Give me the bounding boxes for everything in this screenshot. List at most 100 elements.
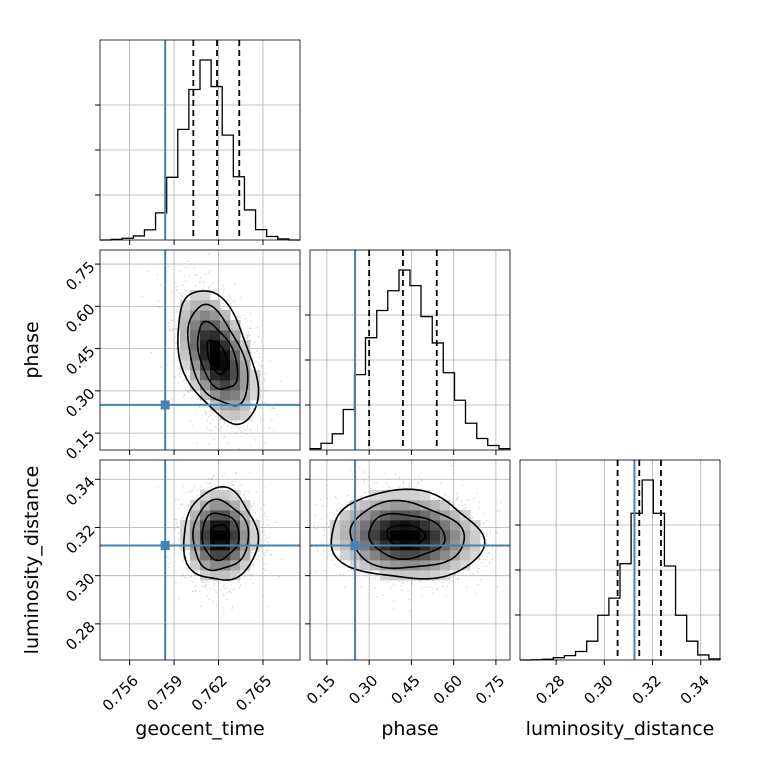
density-cell xyxy=(230,530,241,541)
density-cell xyxy=(330,530,341,541)
density-cell xyxy=(210,320,221,331)
density-cell xyxy=(230,510,241,521)
density-cell xyxy=(360,510,371,521)
density-cell xyxy=(230,410,241,421)
y-tick-label: 0.28 xyxy=(62,618,98,654)
density-cell xyxy=(420,520,431,531)
density-cell xyxy=(200,340,211,351)
density-cell xyxy=(410,490,421,501)
density-cell xyxy=(430,530,441,541)
density-cell xyxy=(340,510,351,521)
density-cell xyxy=(230,380,241,391)
density-cell xyxy=(220,370,231,381)
density-cell xyxy=(200,310,211,321)
density-cell xyxy=(180,330,191,341)
density-cell xyxy=(230,500,241,511)
density-cell xyxy=(420,500,431,511)
y-tick-label: 0.30 xyxy=(62,385,98,421)
density-cell xyxy=(230,390,241,401)
density-cell xyxy=(200,360,211,371)
density-cell xyxy=(460,550,471,561)
density-cell xyxy=(390,500,401,511)
panel-frame xyxy=(309,459,511,661)
density-cell xyxy=(440,570,451,581)
density-cell xyxy=(220,360,231,371)
density-cell xyxy=(210,530,221,541)
density-cell xyxy=(180,310,191,321)
density-cell xyxy=(410,500,421,511)
density-cell xyxy=(340,550,351,561)
density-cell xyxy=(250,380,261,391)
density-cell xyxy=(200,560,211,571)
density-cell xyxy=(210,380,221,391)
panel-content xyxy=(310,460,510,660)
contour-line xyxy=(330,488,486,580)
panel-frame xyxy=(99,39,301,241)
density-cell xyxy=(240,520,251,531)
density-cell xyxy=(440,550,451,561)
x-axis-label-geocent_time: geocent_time xyxy=(135,718,264,740)
y-tick-label: 0.34 xyxy=(62,473,98,509)
density-cell xyxy=(190,360,201,371)
x-tick-label: 0.30 xyxy=(580,672,616,708)
density-cell xyxy=(220,570,231,581)
y-axis-label-phase: phase xyxy=(21,321,43,378)
panel-frame xyxy=(99,459,301,661)
contour-line xyxy=(201,512,240,562)
density-cell xyxy=(220,530,231,541)
x-tick-label: 0.756 xyxy=(99,672,142,715)
density-cell xyxy=(190,350,201,361)
x-tick-label: 0.34 xyxy=(677,672,713,708)
scatter-points xyxy=(157,460,300,610)
density-cell xyxy=(230,560,241,571)
density-cell xyxy=(250,530,261,541)
density-cell xyxy=(190,380,201,391)
density-cell xyxy=(210,340,221,351)
density-cell xyxy=(220,410,231,421)
density-cell xyxy=(420,510,431,521)
density-cell xyxy=(460,510,471,521)
y-tick-label: 0.75 xyxy=(62,258,98,294)
density-cell xyxy=(230,360,241,371)
histogram-step-line xyxy=(309,269,511,450)
density-cell xyxy=(450,560,461,571)
density-cell xyxy=(230,330,241,341)
density-cell xyxy=(430,500,441,511)
density-cell xyxy=(190,290,201,301)
density-cell xyxy=(240,550,251,561)
2d-panel-geocent_time-phase xyxy=(95,249,301,455)
density-cell xyxy=(240,350,251,361)
y-tick-label: 0.15 xyxy=(62,427,98,463)
density-cell xyxy=(210,300,221,311)
x-tick-label: 0.32 xyxy=(629,672,665,708)
density-cell xyxy=(190,300,201,311)
x-tick-label: 0.765 xyxy=(232,672,275,715)
density-cell xyxy=(180,360,191,371)
density-cell xyxy=(220,560,231,571)
x-tick-label: 0.762 xyxy=(188,672,231,715)
density-cell xyxy=(190,510,201,521)
density-cell xyxy=(250,390,261,401)
density-cell xyxy=(450,520,461,531)
density-cell xyxy=(180,300,191,311)
histogram-geocent_time xyxy=(95,39,301,245)
contour-line xyxy=(367,512,446,560)
density-cell xyxy=(220,330,231,341)
density-cell xyxy=(220,380,231,391)
density-cell xyxy=(180,340,191,351)
density-cell xyxy=(200,290,211,301)
density-cell xyxy=(360,530,371,541)
x-tick-label: 0.30 xyxy=(345,672,381,708)
density-cell xyxy=(230,570,241,581)
density-cell xyxy=(380,530,391,541)
density-cell xyxy=(190,560,201,571)
density-cell xyxy=(180,350,191,361)
density-cell xyxy=(360,500,371,511)
x-tick-label: 0.28 xyxy=(532,672,568,708)
density-cell xyxy=(220,390,231,401)
2d-panel-geocent_time-luminosity_distance xyxy=(95,459,301,665)
density-cell xyxy=(390,520,401,531)
density-cell xyxy=(410,550,421,561)
density-cell xyxy=(190,320,201,331)
